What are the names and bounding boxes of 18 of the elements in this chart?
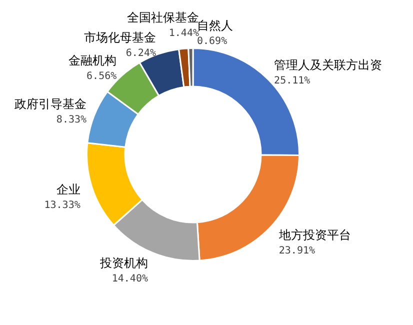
data-label: 25.11% bbox=[274, 76, 310, 87]
data-label: 13.33% bbox=[44, 200, 80, 212]
data-label: 23.91% bbox=[278, 245, 316, 256]
data-label: 1.44% bbox=[168, 28, 199, 39]
data-label: 6.56% bbox=[86, 71, 117, 82]
slice-label: 地方投资平台 bbox=[278, 228, 351, 242]
slice-label: 金融机构 bbox=[68, 54, 117, 68]
data-label: 8.33% bbox=[56, 114, 87, 126]
slice-label: 全国社保基金 bbox=[127, 10, 199, 24]
slice-label: 市场化母基金 bbox=[84, 30, 156, 45]
data-label: 0.69% bbox=[197, 36, 228, 47]
slice-label: 投资机构 bbox=[98, 256, 148, 270]
slice-label: 自然人 bbox=[197, 18, 233, 32]
data-label: 6.24% bbox=[126, 48, 156, 59]
slice-label: 企业 bbox=[56, 182, 80, 197]
data-label: 14.40% bbox=[112, 273, 148, 284]
slice-label: 管理人及关联方出资 bbox=[274, 58, 382, 72]
slice-label: 政府引导基金 bbox=[14, 97, 87, 112]
